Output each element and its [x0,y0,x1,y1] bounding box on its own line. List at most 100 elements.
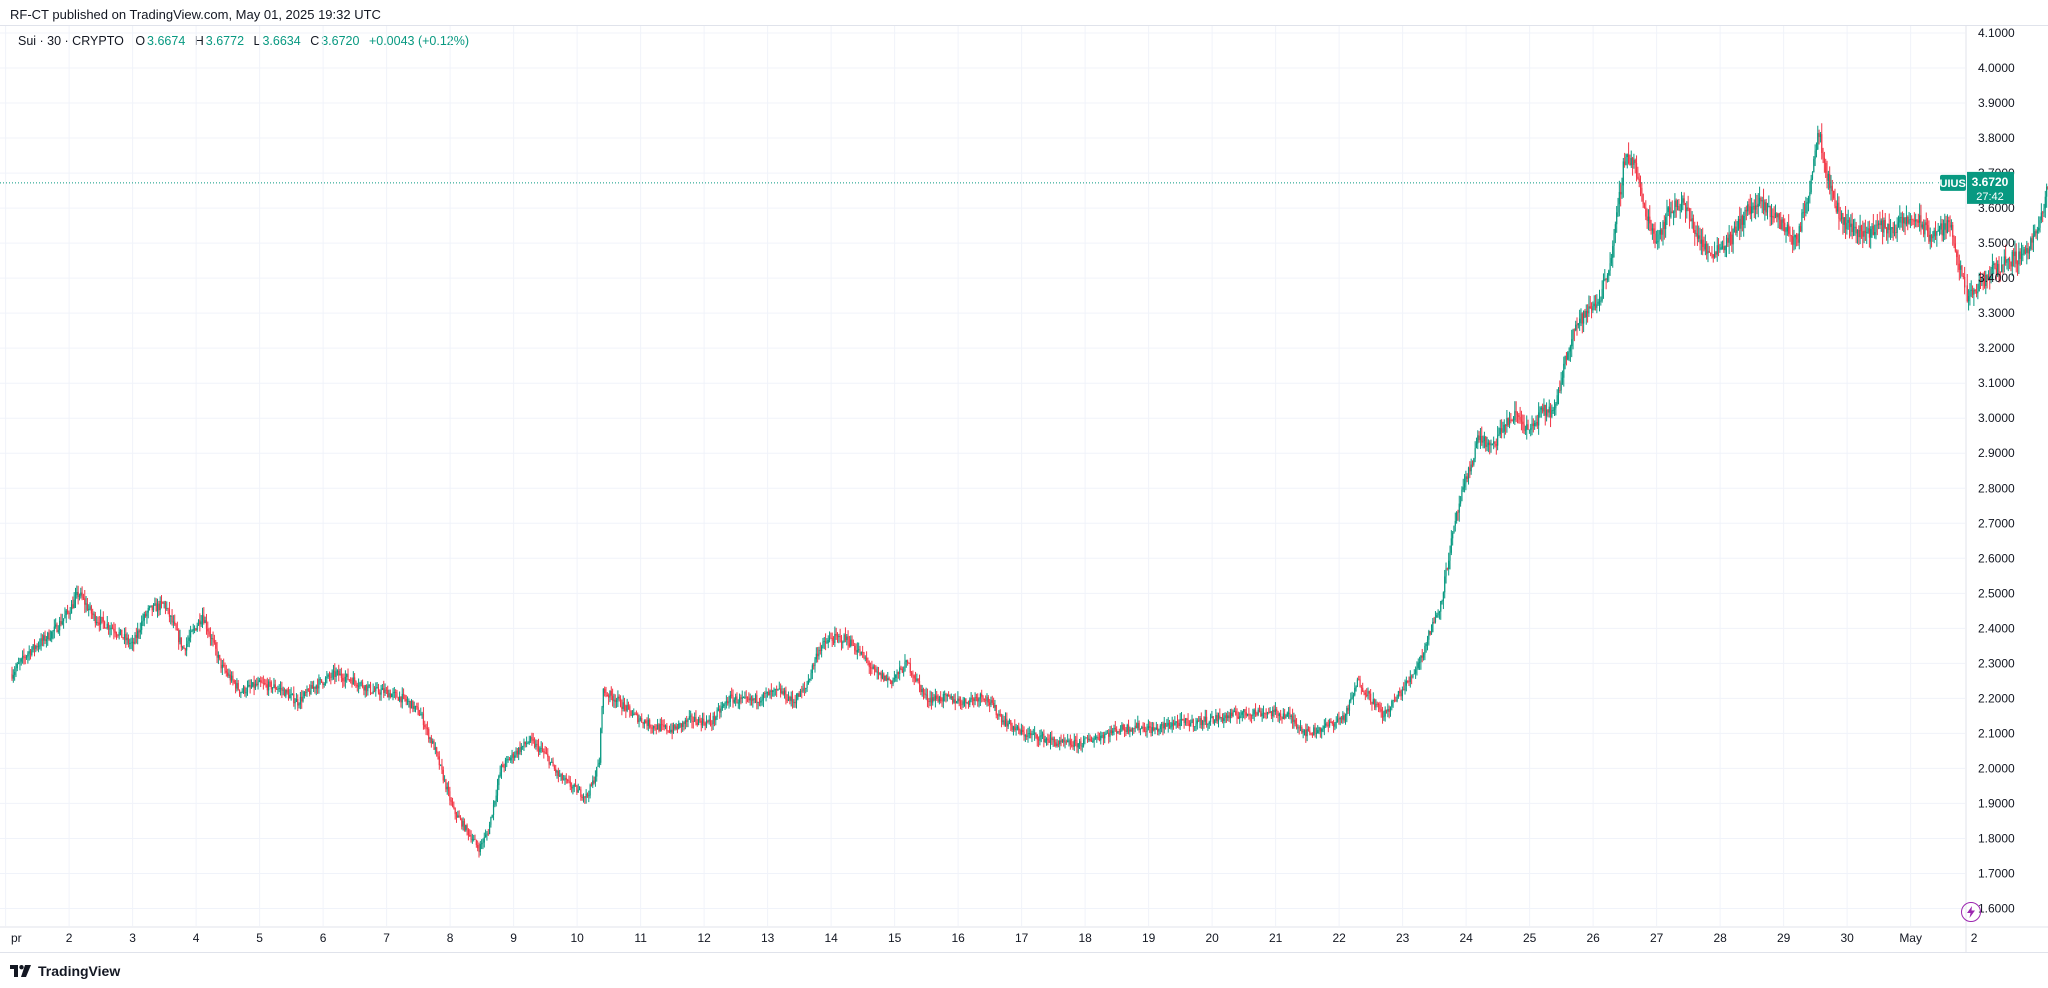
candle-body [1314,727,1316,734]
candle-body [400,696,402,703]
candle-body [1895,232,1897,233]
candle-body [428,729,430,740]
candle-body [1737,218,1740,231]
candle-body [314,686,316,689]
candle-body [1557,389,1560,396]
candle-body [1885,227,1888,234]
candle-body [36,646,38,648]
candle-body [1967,296,1970,302]
candle-body [1405,680,1407,686]
candle-body [1026,735,1028,737]
candle-body [1249,714,1251,716]
candle-body [1569,346,1571,352]
tradingview-logo[interactable]: TradingView [10,963,120,979]
candle-body [346,673,348,677]
candle-body [1258,709,1261,712]
candle-body [1948,220,1950,223]
candle-body [1196,720,1198,724]
candle-body [614,699,616,703]
candle-body [1863,230,1865,237]
candle-body [332,670,335,673]
candle-body [365,685,368,692]
candle-body [1010,720,1012,726]
candle-body [1303,729,1306,732]
candle-body [684,719,686,724]
candle-body [1956,251,1958,258]
candle-body [1940,223,1942,230]
candle-body [695,717,697,723]
candle-body [557,771,559,777]
candle-body [1755,205,1757,210]
candle-body [1589,306,1591,309]
candle-body [471,839,473,841]
candle-body [1908,219,1910,224]
candle-body [1000,715,1003,723]
candle-body [1506,418,1508,427]
candle-body [817,653,819,657]
candle-body [348,679,350,681]
candle-body [498,775,500,786]
candle-body [450,800,452,802]
candle-body [1389,706,1392,712]
candle-body [1366,694,1368,696]
candle-body [1843,217,1845,225]
candle-body [670,729,672,733]
candle-body [1289,712,1291,717]
candle-body [359,683,361,686]
candle-body [564,777,566,780]
candle-body [385,689,387,691]
candle-body [447,786,450,792]
price-chart[interactable]: 1.60001.70001.80001.90002.00002.10002.20… [0,26,2048,952]
candle-body [1604,279,1606,280]
candle-body [1879,223,1881,226]
candle-body [941,701,943,702]
candle-body [245,692,247,694]
candle-body [1933,230,1935,237]
candle-body [1374,699,1376,708]
candle-body [118,631,120,636]
candle-body [1082,739,1085,746]
candle-body [1301,727,1303,733]
candle-body [1260,711,1262,717]
candle-body [1395,700,1397,702]
candle-body [1768,206,1770,207]
candle-body [1665,217,1667,230]
candle-body [1164,722,1167,727]
candle-body [1195,723,1197,727]
candle-body [873,666,876,669]
symbol-name[interactable]: Sui · 30 · CRYPTO [18,34,124,48]
candle-body [1358,679,1360,681]
candle-body [16,663,18,669]
candle-body [969,699,971,705]
candle-body [1998,263,2000,272]
candle-body [1293,719,1295,722]
candle-body [1866,232,1868,234]
candle-body [1624,161,1626,165]
candle-body [540,748,542,749]
candle-body [135,634,137,638]
candle-body [1053,738,1056,743]
candle-body [162,602,164,604]
candle-body [1437,612,1439,616]
candle-body [326,676,328,679]
candle-body [1620,191,1622,195]
candle-body [343,680,345,682]
candle-body [986,697,988,701]
x-tick-label: 14 [824,931,838,945]
candle-body [196,625,198,631]
candle-body [1430,631,1433,635]
candle-body [1497,435,1499,446]
candle-body [1101,735,1103,737]
candle-body [1526,424,1528,430]
candle-body [436,747,438,753]
lightning-icon[interactable] [1961,902,1981,922]
candle-body [21,655,24,659]
candle-body [1203,720,1205,722]
candle-body [512,753,514,758]
candle-body [1471,464,1474,466]
x-tick-label: 26 [1586,931,1600,945]
countdown-label: 27:42 [1976,191,2004,203]
candle-body [1318,727,1320,731]
candle-body [1379,704,1381,710]
candle-body [1104,734,1106,739]
